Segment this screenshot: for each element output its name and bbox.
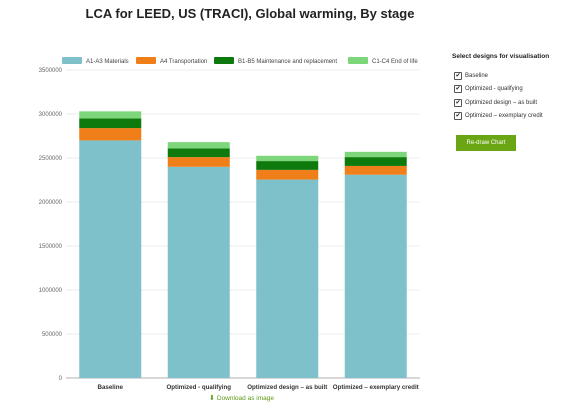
x-tick-label: Baseline — [98, 384, 124, 391]
y-tick-label: 1500000 — [39, 244, 63, 250]
legend-label: C1-C4 End of life — [372, 59, 418, 65]
bar-segment — [256, 179, 319, 378]
bar-segment — [79, 111, 142, 119]
design-checkbox[interactable]: ✔ — [454, 71, 462, 80]
design-option[interactable]: ✔ Baseline — [452, 69, 567, 83]
bar-segment — [167, 166, 230, 378]
y-tick-label: 0 — [59, 376, 63, 382]
design-selection-panel: Select designs for visualisation ✔ Baseli… — [452, 53, 567, 151]
legend-swatch — [214, 57, 234, 64]
legend-swatch — [62, 57, 82, 64]
y-tick-label: 3000000 — [39, 112, 63, 118]
y-tick-label: 1000000 — [39, 288, 63, 294]
bar-segment — [344, 151, 407, 158]
download-label: Download as image — [216, 395, 274, 402]
design-option-label: Optimized - qualifying — [465, 86, 523, 93]
download-icon: ⬇ — [209, 395, 215, 402]
legend-label: A1-A3 Materials — [86, 59, 129, 65]
bar-segment — [256, 155, 319, 162]
legend-swatch — [136, 57, 156, 64]
bar-segment — [167, 142, 230, 149]
legend-label: A4 Transportation — [160, 59, 207, 65]
design-options-list: ✔ Baseline ✔ Optimized - qualifying ✔ Optimiz… — [452, 69, 567, 123]
bar-segment — [256, 161, 319, 170]
design-checkbox[interactable]: ✔ — [454, 85, 462, 94]
design-option-label: Optimized design – as built — [465, 99, 538, 106]
design-option[interactable]: ✔ Optimized – exemplary credit — [452, 110, 567, 124]
y-tick-label: 2500000 — [39, 156, 63, 162]
redraw-chart-button[interactable]: Re-draw Chart — [456, 135, 516, 151]
bar-segment — [79, 118, 142, 129]
chart-title: LCA for LEED, US (TRACI), Global warming… — [85, 6, 415, 21]
design-checkbox[interactable]: ✔ — [454, 98, 462, 107]
bar-segment — [344, 174, 407, 378]
x-tick-label: Optimized - qualifying — [166, 384, 231, 391]
y-tick-label: 500000 — [42, 332, 63, 338]
design-option[interactable]: ✔ Optimized - qualifying — [452, 83, 567, 97]
design-option[interactable]: ✔ Optimized design – as built — [452, 96, 567, 110]
bar-segment — [79, 128, 142, 141]
design-checkbox[interactable]: ✔ — [454, 112, 462, 121]
y-tick-label: 3500000 — [39, 68, 63, 74]
bar-segment — [256, 169, 319, 180]
bar-segment — [167, 148, 230, 158]
x-tick-label: Optimized – exemplary credit — [333, 384, 419, 391]
bar-segment — [344, 165, 407, 175]
legend-swatch — [348, 57, 368, 64]
bar-segment — [79, 140, 142, 378]
y-tick-label: 2000000 — [39, 200, 63, 206]
design-option-label: Baseline — [465, 72, 489, 79]
stacked-bar-chart: 0 500000 1000000 1500000 2000000 2500000 30000… — [39, 57, 420, 391]
legend-label: B1-B5 Maintenance and replacement — [238, 59, 337, 65]
bar-segment — [167, 157, 230, 167]
panel-title: Select designs for visualisation — [452, 53, 550, 60]
bar-segment — [344, 157, 407, 166]
x-tick-label: Optimized design – as built — [247, 384, 327, 391]
download-link[interactable]: ⬇ Download as image — [209, 394, 274, 402]
design-option-label: Optimized – exemplary credit — [465, 113, 543, 120]
